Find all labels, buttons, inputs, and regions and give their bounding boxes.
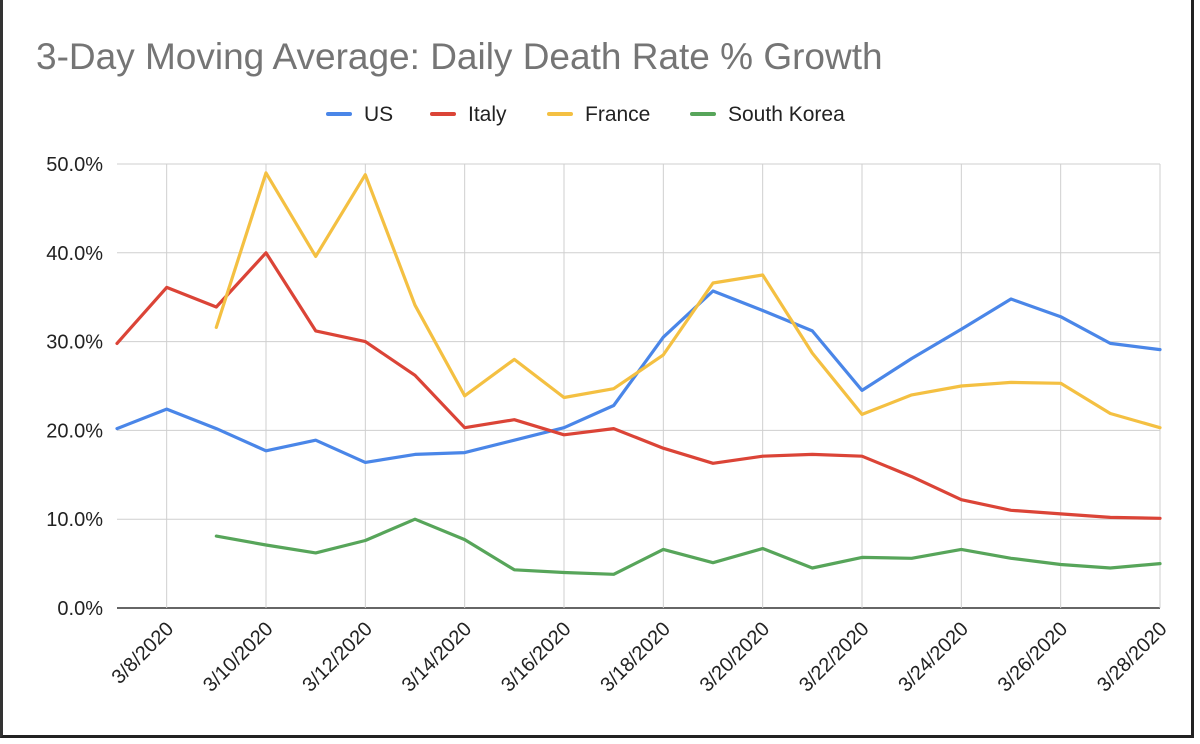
y-tick-label: 50.0%: [46, 154, 103, 176]
x-tick-label: 3/28/2020: [1093, 618, 1171, 696]
x-tick-label: 3/8/2020: [108, 618, 179, 689]
x-tick-label: 3/24/2020: [894, 618, 972, 696]
legend-item-france: France: [547, 103, 650, 126]
legend-item-us: US: [326, 103, 393, 126]
x-tick-label: 3/20/2020: [696, 618, 774, 696]
x-tick-label: 3/12/2020: [298, 618, 376, 696]
x-tick-label: 3/26/2020: [994, 618, 1072, 696]
x-tick-label: 3/14/2020: [398, 618, 476, 696]
x-axis-ticks: 3/8/2020 3/10/2020 3/12/2020 3/14/2020 3/16/…: [108, 618, 1172, 696]
chart-title: 3-Day Moving Average: Daily Death Rate %…: [36, 36, 883, 77]
x-tick-label: 3/10/2020: [199, 618, 277, 696]
grid: [117, 163, 1161, 609]
y-tick-label: 40.0%: [46, 243, 103, 265]
series-line-italy: [115, 251, 1162, 520]
y-tick-label: 0.0%: [57, 598, 103, 620]
legend-item-italy: Italy: [430, 103, 507, 126]
legend: US Italy France South Korea: [326, 103, 845, 126]
legend-label: South Korea: [728, 103, 845, 126]
legend-label: Italy: [468, 103, 507, 126]
y-tick-label: 20.0%: [46, 420, 103, 442]
legend-label: France: [585, 103, 650, 126]
y-tick-label: 30.0%: [46, 332, 103, 354]
x-tick-label: 3/16/2020: [497, 618, 575, 696]
x-tick-label: 3/22/2020: [795, 618, 873, 696]
legend-item-south-korea: South Korea: [690, 103, 845, 126]
series-lines: [115, 171, 1162, 576]
y-axis-ticks: 0.0% 10.0% 20.0% 30.0% 40.0% 50.0%: [46, 154, 103, 620]
series-line-france: [214, 171, 1162, 430]
legend-label: US: [364, 103, 393, 126]
x-tick-label: 3/18/2020: [596, 618, 674, 696]
y-tick-label: 10.0%: [46, 509, 103, 531]
series-line-south-korea: [214, 517, 1162, 576]
